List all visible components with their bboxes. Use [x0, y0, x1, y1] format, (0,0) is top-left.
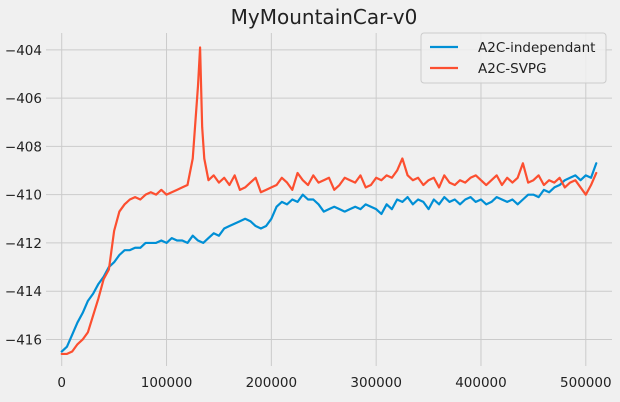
y-tick-label: −408 — [5, 139, 42, 155]
series-line-2 — [60, 46, 598, 356]
chart-title: MyMountainCar-v0 — [231, 5, 418, 29]
x-tick-label: 300000 — [350, 375, 402, 391]
series-line-1 — [60, 162, 598, 353]
x-tick-label: 200000 — [246, 375, 298, 391]
y-tick-label: −406 — [5, 91, 42, 107]
y-tick-label: −414 — [5, 284, 42, 300]
x-tick-label: 100000 — [141, 375, 193, 391]
y-tick-label: −404 — [5, 43, 42, 59]
y-tick-label: −416 — [5, 332, 42, 348]
y-tick-label: −412 — [5, 236, 42, 252]
x-tick-label: 400000 — [455, 375, 507, 391]
legend: A2C-independant A2C-SVPG — [420, 32, 607, 84]
y-axis-ticks: −416 −414 −412 −410 −408 −406 −404 — [5, 43, 42, 349]
legend-label-1: A2C-independant — [478, 40, 595, 56]
series-group — [60, 46, 598, 356]
x-tick-label: 500000 — [560, 375, 612, 391]
legend-label-2: A2C-SVPG — [478, 61, 547, 77]
x-axis-ticks: 0 100000 200000 300000 400000 500000 — [57, 375, 611, 391]
legend-box — [420, 32, 607, 84]
y-tick-label: −410 — [5, 188, 42, 204]
x-tick-label: 0 — [57, 375, 66, 391]
grid — [46, 33, 612, 366]
